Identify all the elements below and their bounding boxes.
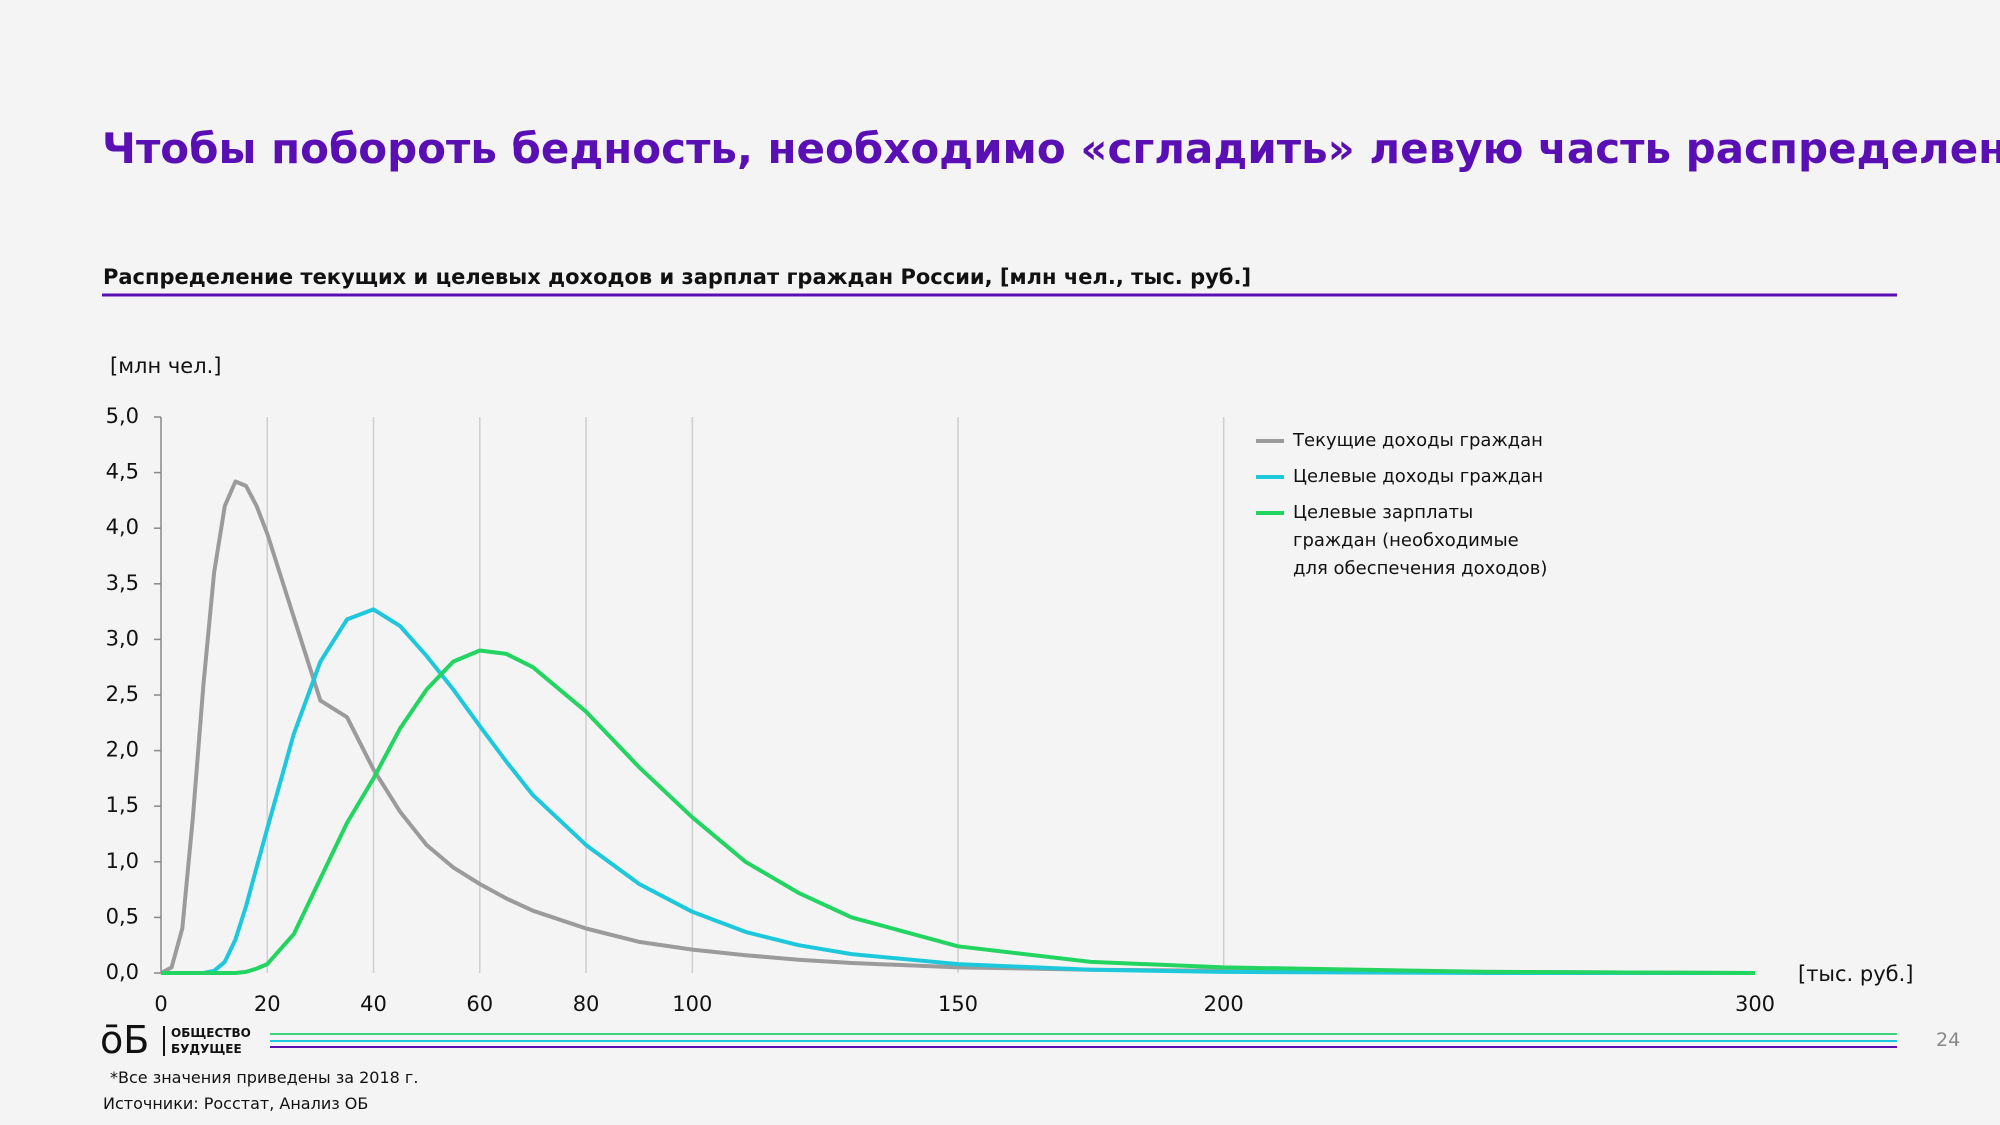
page-number: 24 <box>1936 1029 1961 1051</box>
logo-text: БУДУЩЕЕ <box>171 1042 242 1056</box>
legend-label: Целевые доходы граждан <box>1293 466 1544 487</box>
y-tick-label: 5,0 <box>106 404 139 428</box>
x-tick-label: 0 <box>154 992 167 1016</box>
y-tick-label: 2,0 <box>106 738 139 762</box>
slide-title: Чтобы побороть бедность, необходимо «сгл… <box>102 124 2000 173</box>
x-tick-label: 200 <box>1204 992 1244 1016</box>
y-tick-label: 4,0 <box>106 515 139 539</box>
x-tick-label: 150 <box>938 992 978 1016</box>
series-line <box>160 479 1756 975</box>
y-tick-label: 4,5 <box>106 460 139 484</box>
chart-subtitle: Распределение текущих и целевых доходов … <box>103 265 1252 289</box>
y-tick-label: 3,5 <box>106 571 139 595</box>
y-tick-label: 1,0 <box>106 849 139 873</box>
x-tick-label: 60 <box>466 992 493 1016</box>
x-tick-label: 80 <box>573 992 600 1016</box>
x-tick-label: 300 <box>1735 992 1775 1016</box>
logo-divider <box>163 1026 165 1056</box>
legend-label: Целевые зарплаты граждан (необходимые дл… <box>1293 502 1548 579</box>
series-line <box>161 648 1756 975</box>
legend-label: Текущие доходы граждан <box>1293 430 1543 451</box>
y-tick-label: 1,5 <box>106 793 139 817</box>
y-tick-label: 2,5 <box>106 682 139 706</box>
x-tick-label: 40 <box>360 992 387 1016</box>
y-tick-label: 0,0 <box>106 960 139 984</box>
logo-text: ОБЩЕСТВО <box>171 1026 251 1040</box>
y-axis-label: [млн чел.] <box>110 354 222 378</box>
x-axis-label: [тыс. руб.] <box>1798 962 1914 986</box>
x-tick-label: 100 <box>672 992 712 1016</box>
series-line <box>161 607 1755 975</box>
logo-mark: ōБ <box>100 1018 150 1062</box>
y-tick-label: 0,5 <box>106 904 139 928</box>
x-tick-label: 20 <box>254 992 281 1016</box>
y-tick-label: 3,0 <box>106 626 139 650</box>
sources: Источники: Росстат, Анализ ОБ <box>103 1094 369 1113</box>
footnote: *Все значения приведены за 2018 г. <box>110 1068 419 1087</box>
